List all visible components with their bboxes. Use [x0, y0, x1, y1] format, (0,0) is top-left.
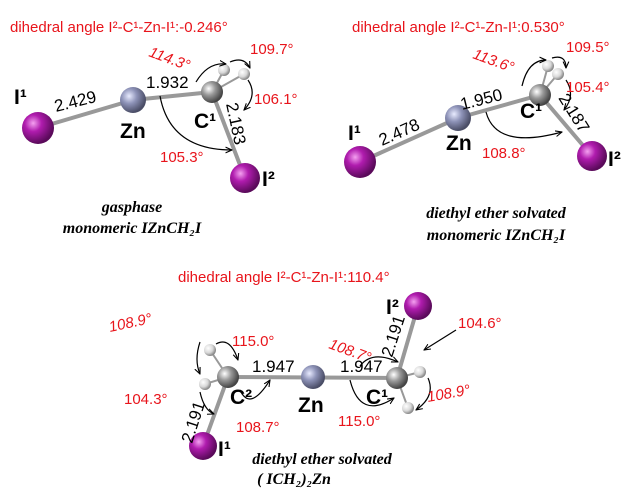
atom-label: C¹ [520, 100, 542, 123]
caption: diethyl ether solvated [252, 451, 393, 468]
atom-label: I² [262, 168, 275, 191]
dihedral: dihedral angle I²-C¹-Zn-I¹:110.4° [178, 269, 390, 286]
caption: diethyl ether solvated [426, 205, 567, 222]
caption: ( ICH₂)₂Zn [257, 471, 331, 488]
panel-gasphase: dihedral angle I²-C¹-Zn-I¹:-0.246° I¹ Zn… [10, 19, 298, 237]
caption: gasphase [101, 199, 162, 216]
angle: 106.1° [254, 91, 298, 108]
atom-label: I² [608, 148, 621, 171]
atom-label: C¹ [366, 386, 388, 409]
angle: 104.6° [458, 315, 502, 332]
atom-label: C¹ [194, 110, 216, 133]
angle: 115.0° [232, 333, 274, 350]
panel-dimer: dihedral angle I²-C¹-Zn-I¹:110.4° I² C² … [107, 269, 501, 488]
angle: 114.3° [147, 44, 193, 74]
dihedral: dihedral angle I²-C¹-Zn-I¹:0.530° [352, 19, 565, 36]
angle: 108.7° [236, 419, 280, 436]
bond-length: 1.932 [146, 73, 189, 92]
angle: 113.6° [471, 46, 517, 76]
caption: monomeric IZnCH₂I [427, 227, 566, 244]
angle: 108.9° [107, 310, 153, 336]
atom-label: I¹ [14, 86, 27, 109]
atom-label: Zn [120, 120, 146, 143]
angle: 108.9° [426, 382, 472, 406]
angle: 108.8° [482, 145, 526, 162]
atom-label: Zn [298, 394, 324, 417]
atom-label: I¹ [348, 122, 361, 145]
angle: 105.3° [160, 149, 204, 166]
bond-length: 2.187 [555, 90, 594, 136]
angle: 115.0° [338, 413, 380, 430]
panel-monomer-solvated: dihedral angle I²-C¹-Zn-I¹:0.530° I¹ Zn … [344, 19, 621, 244]
angle: 109.5° [566, 39, 610, 56]
atom-label: C² [230, 386, 252, 409]
atom-label: Zn [446, 132, 472, 155]
angle: 104.3° [124, 391, 168, 408]
dihedral: dihedral angle I²-C¹-Zn-I¹:-0.246° [10, 19, 228, 36]
diagram: dihedral angle I²-C¹-Zn-I¹:-0.246° I¹ Zn… [0, 0, 627, 490]
angle: 109.7° [250, 41, 294, 58]
caption: monomeric IZnCH₂I [63, 220, 202, 237]
atom-label: I¹ [218, 438, 231, 461]
angle: 105.4° [566, 79, 610, 96]
bond-length: 1.947 [252, 357, 295, 376]
